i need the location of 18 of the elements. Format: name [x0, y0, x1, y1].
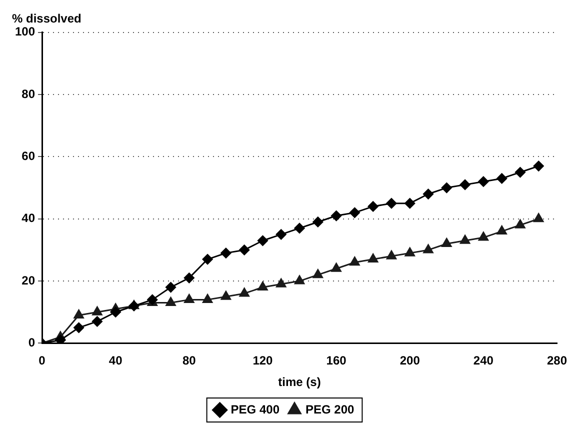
- y-tick-label: 100: [14, 24, 36, 39]
- x-tick-label: 40: [108, 354, 123, 368]
- x-tick-label: 280: [546, 354, 568, 368]
- y-axis-title: % dissolved: [12, 12, 82, 26]
- x-tick-label: 240: [473, 354, 494, 368]
- x-tick-label: 160: [326, 354, 347, 368]
- x-axis-title: time (s): [278, 375, 321, 390]
- legend-label: PEG 200: [306, 402, 355, 416]
- y-tick-label: 60: [22, 149, 36, 164]
- y-tick-label: 40: [22, 211, 36, 226]
- x-tick-label: 120: [252, 354, 274, 368]
- legend-label: PEG 400: [230, 402, 280, 416]
- x-tick-label: 0: [38, 354, 46, 368]
- y-tick-label: 80: [22, 86, 36, 101]
- x-tick-label: 200: [400, 354, 420, 368]
- y-tick-label: 0: [28, 336, 36, 350]
- y-tick-label: 20: [22, 273, 36, 288]
- x-tick-label: 80: [182, 354, 196, 368]
